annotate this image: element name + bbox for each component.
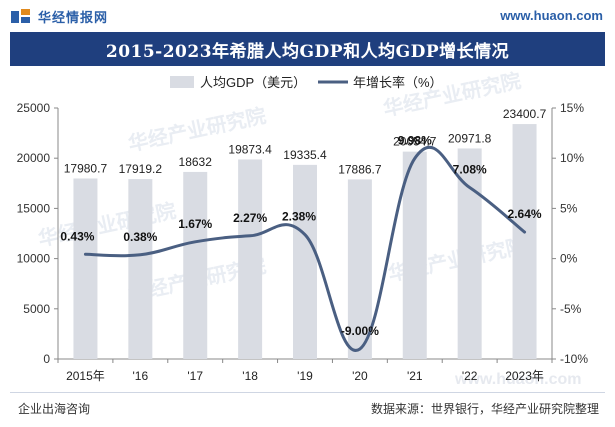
chart-title-bar: 2015-2023年希腊人均GDP和人均GDP增长情况 [10, 32, 605, 66]
legend-line-label: 年增长率（%） [353, 75, 443, 90]
y-right-tick-label: 5% [560, 201, 578, 215]
bar-value-label: 17886.7 [338, 162, 382, 176]
y-right-tick-label: 15% [560, 101, 584, 115]
y-left-tick-label: 25000 [17, 101, 51, 115]
y-left-tick-label: 0 [43, 352, 50, 366]
bar [238, 159, 263, 359]
bar [183, 171, 208, 359]
site-url-link[interactable]: www.huaon.com [500, 8, 603, 23]
bar-value-label: 19335.4 [283, 148, 327, 162]
y-right-tick-label: 10% [560, 151, 584, 165]
x-tick-label: '19 [297, 369, 313, 383]
line-value-label: 2.64% [508, 207, 542, 221]
line-value-label: 2.27% [233, 211, 267, 225]
bar [347, 179, 372, 359]
line-value-label: -9.00% [341, 324, 379, 338]
top-bar: 华经情报网 www.huaon.com [0, 0, 615, 32]
y-left-tick-label: 5000 [23, 302, 50, 316]
footer: 企业出海咨询 数据来源：世界银行，华经产业研究院整理 [10, 392, 605, 422]
footer-left-text: 企业出海咨询 [18, 402, 91, 416]
x-tick-label: 2015年 [66, 369, 105, 383]
bar [293, 164, 317, 359]
brand-logo[interactable]: 华经情报网 [10, 7, 108, 26]
legend-bar-swatch [170, 76, 194, 88]
line-value-label: 1.67% [178, 217, 212, 231]
x-tick-label: '20 [352, 369, 368, 383]
x-tick-label: 2023年 [505, 369, 544, 383]
line-value-label: 2.38% [282, 210, 316, 224]
bar-value-label: 17919.2 [119, 162, 163, 176]
logo-icon [11, 8, 30, 23]
x-tick-label: '22 [462, 369, 478, 383]
bar-value-label: 20654.7 [393, 135, 437, 149]
line-value-label: 7.08% [453, 163, 487, 177]
y-right-tick-label: 0% [560, 252, 578, 266]
y-right-tick-label: -10% [560, 352, 588, 366]
x-tick-label: '18 [242, 369, 258, 383]
watermark-url: www.huaon.com [454, 371, 582, 388]
bar-value-label: 18632 [179, 155, 213, 169]
bar-value-label: 23400.7 [503, 107, 547, 121]
bar [512, 124, 537, 359]
bar [128, 179, 153, 359]
line-value-label: 9.98% [398, 133, 432, 147]
x-tick-label: '16 [133, 369, 149, 383]
legend-bar-label: 人均GDP（美元） [200, 75, 306, 90]
data-source-text: 数据来源：世界银行，华经产业研究院整理 [370, 402, 599, 416]
y-left-tick-label: 15000 [17, 201, 51, 215]
bar [402, 151, 427, 359]
logo-text: 华经情报网 [38, 11, 109, 26]
line-value-label: 0.38% [123, 230, 157, 244]
y-right-tick-label: -5% [560, 302, 582, 316]
bar-value-label: 17980.7 [64, 161, 108, 175]
y-left-tick-label: 20000 [17, 151, 51, 165]
bar [457, 148, 482, 359]
combo-chart: 华经产业研究院华经产业研究院华经产业研究院华经产业研究院华经产业研究院www.h… [17, 68, 589, 388]
x-tick-label: '17 [187, 369, 203, 383]
y-left-tick-label: 10000 [17, 252, 51, 266]
line-value-label: 0.43% [60, 229, 94, 243]
x-tick-label: '21 [407, 369, 423, 383]
bar-value-label: 20971.8 [448, 131, 492, 145]
bar-value-label: 19873.4 [228, 142, 272, 156]
bar [73, 178, 98, 359]
growth-rate-line [83, 145, 527, 352]
chart-area: 华经产业研究院华经产业研究院华经产业研究院华经产业研究院华经产业研究院www.h… [0, 66, 615, 392]
chart-title: 2015-2023年希腊人均GDP和人均GDP增长情况 [105, 41, 510, 62]
